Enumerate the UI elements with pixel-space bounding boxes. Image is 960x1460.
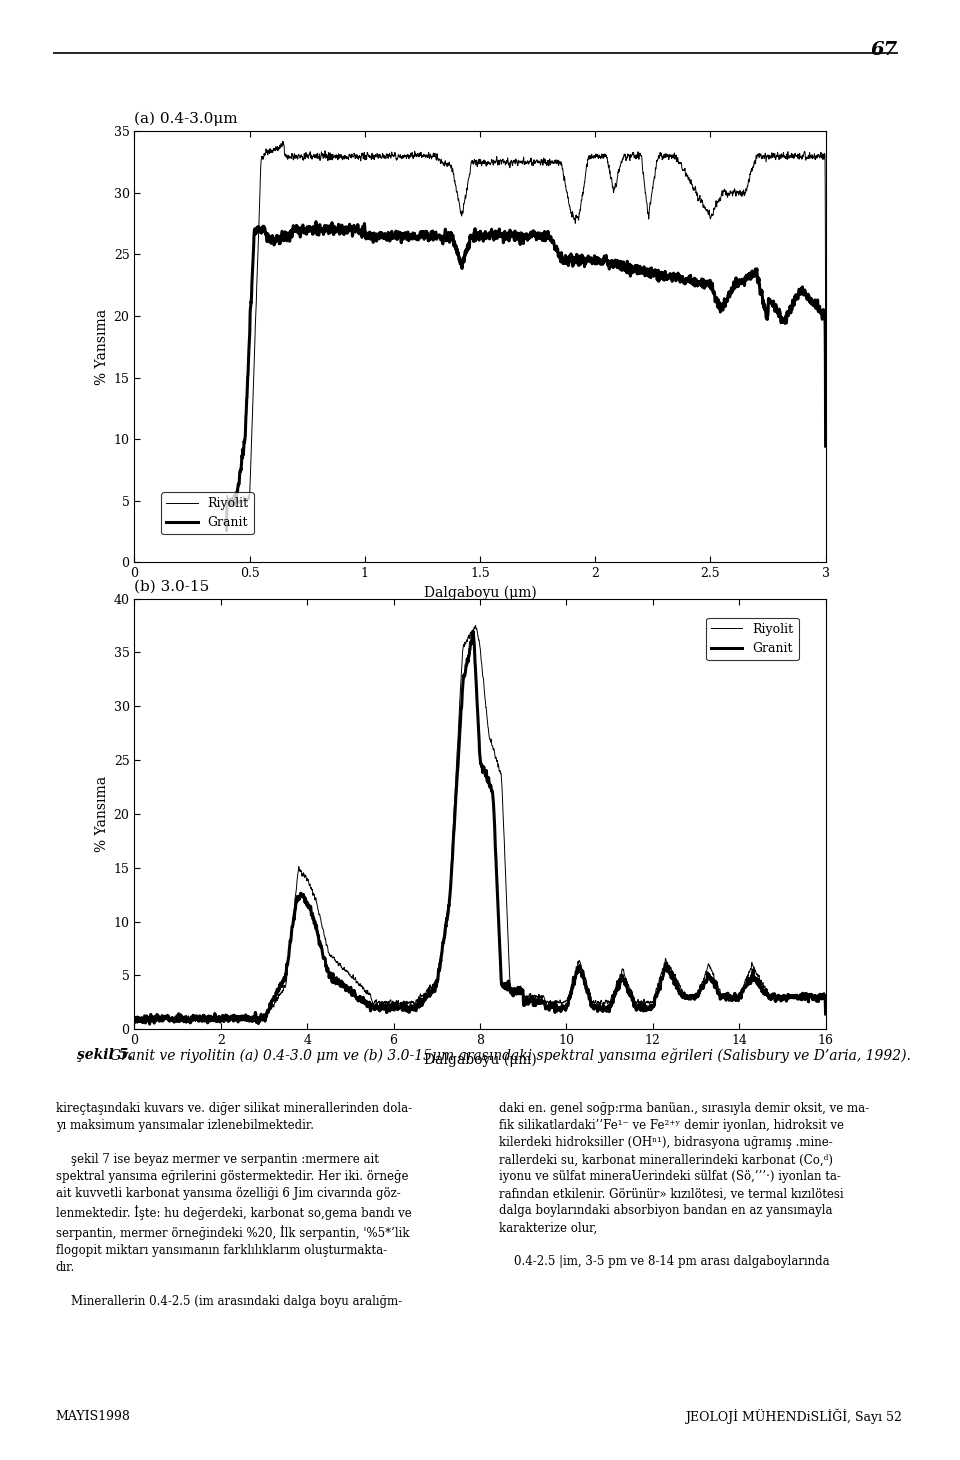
X-axis label: Dalgaboyu (μm): Dalgaboyu (μm) bbox=[423, 585, 537, 600]
Text: JEOLOJİ MÜHENDiSLİĞİ, Sayı 52: JEOLOJİ MÜHENDiSLİĞİ, Sayı 52 bbox=[685, 1407, 902, 1424]
Text: (b) 3.0-15: (b) 3.0-15 bbox=[134, 580, 209, 593]
Text: şekil 5.: şekil 5. bbox=[77, 1048, 132, 1063]
Text: Granit ve riyolitin (a) 0.4-3.0 μm ve (b) 3.0-15μm arasındaki spektral yansıma e: Granit ve riyolitin (a) 0.4-3.0 μm ve (b… bbox=[110, 1048, 911, 1063]
Legend: Riyolit, Granit: Riyolit, Granit bbox=[161, 492, 253, 534]
Text: 67: 67 bbox=[871, 41, 898, 58]
X-axis label: Dalgaboyu (μm): Dalgaboyu (μm) bbox=[423, 1053, 537, 1067]
Text: (a) 0.4-3.0μm: (a) 0.4-3.0μm bbox=[134, 111, 238, 126]
Legend: Riyolit, Granit: Riyolit, Granit bbox=[707, 618, 799, 660]
Y-axis label: % Yansıma: % Yansıma bbox=[95, 775, 109, 853]
Y-axis label: % Yansıma: % Yansıma bbox=[95, 308, 109, 385]
Text: MAYIS1998: MAYIS1998 bbox=[56, 1410, 131, 1424]
Text: daki en. genel soğp:rma banüan., sırasıyla demir oksit, ve ma-
fik silikatlardak: daki en. genel soğp:rma banüan., sırasıy… bbox=[499, 1102, 870, 1269]
Text: kireçtaşındaki kuvars ve. diğer silikat minerallerinden dola-
yı maksimum yans: kireçtaşındaki kuvars ve. diğer silika… bbox=[56, 1102, 412, 1308]
